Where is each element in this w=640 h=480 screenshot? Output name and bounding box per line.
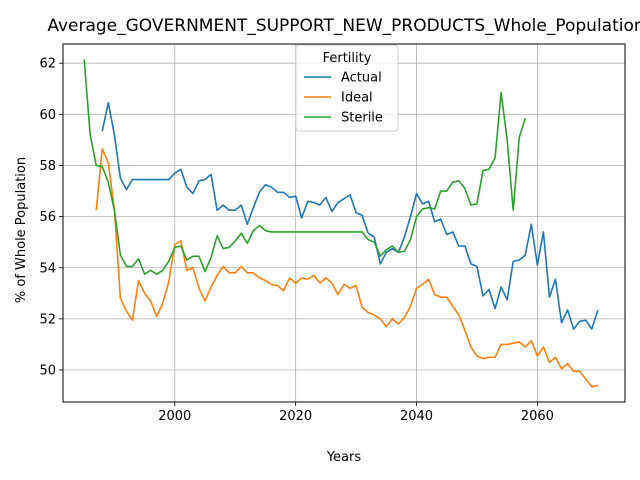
legend-label-sterile: Sterile — [341, 111, 383, 126]
y-tick-label: 62 — [39, 57, 56, 72]
legend-title: Fertility — [323, 51, 372, 66]
legend-box — [295, 44, 399, 132]
x-tick-label: 2060 — [521, 409, 554, 424]
x-axis-label: Years — [326, 450, 362, 465]
legend: Fertility Actual Ideal Sterile — [295, 44, 399, 132]
y-axis-label: % of Whole Population — [14, 157, 29, 303]
legend-label-ideal: Ideal — [341, 91, 373, 106]
y-tick-label: 56 — [39, 210, 56, 225]
x-tick-label: 2000 — [158, 409, 191, 424]
x-tick-label: 2020 — [279, 409, 312, 424]
series-line-sterile — [83, 59, 527, 275]
y-tick-label: 54 — [39, 261, 56, 276]
y-tick-label: 50 — [39, 364, 56, 379]
x-axis: 2000 2020 2040 2060 — [158, 402, 554, 424]
series-layer — [83, 59, 599, 388]
legend-label-actual: Actual — [341, 71, 382, 86]
plot-frame — [62, 43, 626, 403]
y-axis: 50 52 54 56 58 60 62 — [39, 57, 63, 379]
x-tick-label: 2040 — [400, 409, 433, 424]
series-line-actual — [101, 102, 599, 330]
y-tick-label: 60 — [39, 108, 56, 123]
y-tick-label: 52 — [39, 312, 56, 327]
y-tick-label: 58 — [39, 159, 56, 174]
series-line-ideal — [95, 148, 598, 388]
chart-title: Average_GOVERNMENT_SUPPORT_NEW_PRODUCTS_… — [47, 16, 640, 36]
